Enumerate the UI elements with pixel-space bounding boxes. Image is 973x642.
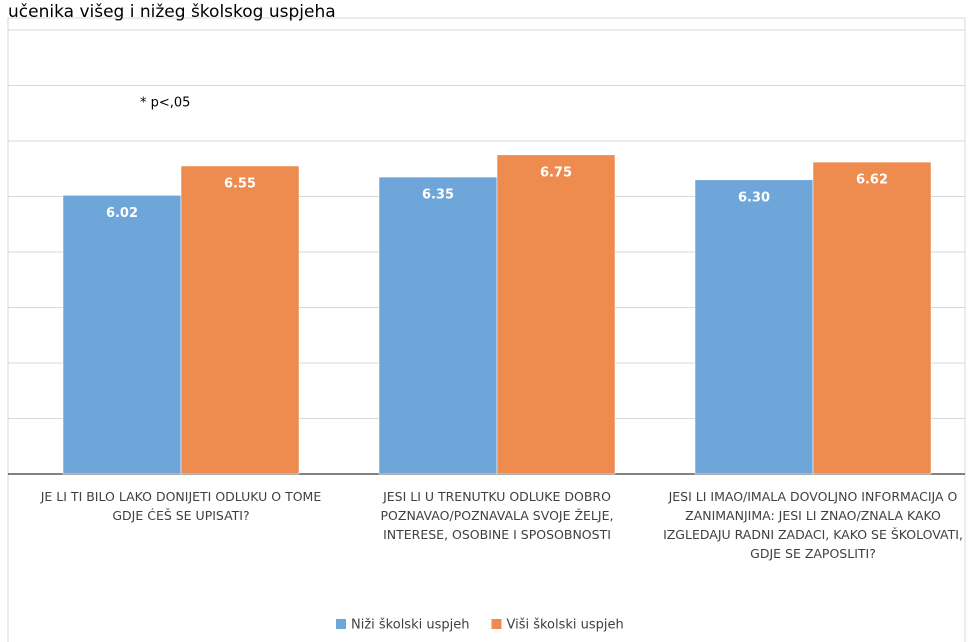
chart-title: učenika višeg i nižeg školskog uspjeha [8,2,336,22]
value-label: 6.35 [422,188,454,203]
value-label: 6.30 [738,190,770,205]
bar [180,165,300,475]
bar [378,176,498,475]
value-label: 6.75 [540,165,572,180]
legend-label: Niži školski uspjeh [351,618,469,633]
x-tick-label: JE LI TI BILO LAKO DONIJETI ODLUKU O TOM… [40,489,322,523]
value-label: 6.55 [224,176,256,191]
bar [694,179,814,475]
annotation: * p<,05 [140,96,190,111]
legend-swatch [336,619,346,629]
bar [62,195,182,475]
x-tick-label: JESI LI IMAO/IMALA DOVOLJNO INFORMACIJA … [663,489,963,561]
bar [496,154,616,475]
value-label: 6.62 [856,173,888,188]
legend-swatch [491,619,502,629]
value-label: 6.02 [106,206,138,221]
legend-label: Viši školski uspjeh [506,618,623,633]
x-tick-label: JESI LI U TRENUTKU ODLUKE DOBRO POZNAVAO… [380,489,614,542]
bar [812,161,932,475]
